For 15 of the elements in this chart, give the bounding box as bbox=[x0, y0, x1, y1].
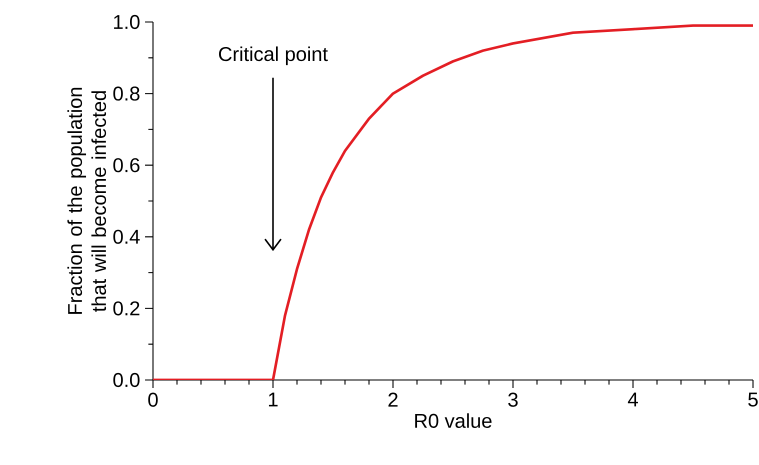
x-tick-label: 2 bbox=[388, 392, 398, 407]
x-tick-label: 3 bbox=[508, 392, 518, 407]
annotation: Critical point bbox=[219, 46, 328, 66]
x-tick-label: 4 bbox=[628, 392, 638, 406]
x-tick-label: 1 bbox=[268, 392, 278, 406]
x-axis-title: R0 value bbox=[415, 413, 492, 428]
y-tick-label: 0.0 bbox=[113, 372, 140, 388]
y-axis-title: Fraction of the population that will become infected bbox=[67, 88, 106, 314]
x-tick-label: 0 bbox=[148, 392, 158, 407]
y-tick-label: 0.2 bbox=[113, 301, 140, 316]
y-tick-label: 0.4 bbox=[113, 230, 140, 244]
x-tick-label: 5 bbox=[748, 392, 758, 407]
y-tick-label: 0.8 bbox=[113, 86, 140, 101]
y-tick-label: 0.6 bbox=[113, 158, 140, 172]
y-tick-label: 1.0 bbox=[114, 14, 140, 30]
